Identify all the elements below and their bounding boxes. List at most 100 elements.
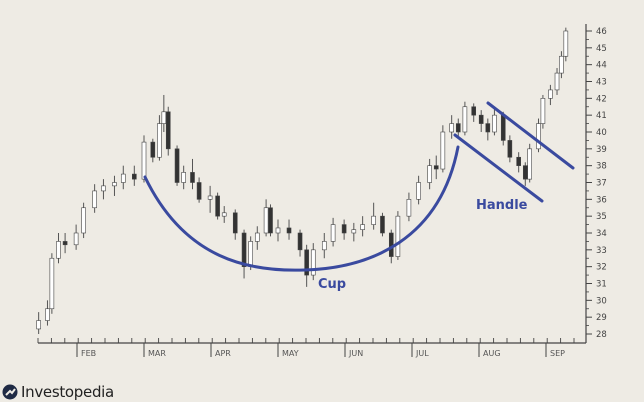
candle-body <box>516 156 521 166</box>
candle-body <box>157 123 162 158</box>
y-tick-label: 37 <box>596 179 607 189</box>
candle-body <box>341 224 347 234</box>
candle-body <box>371 215 376 225</box>
candle-body <box>268 207 273 234</box>
candle-body <box>563 30 569 57</box>
candle-body <box>478 114 484 124</box>
cup-curve <box>143 145 460 272</box>
handle-line-lower <box>453 133 544 203</box>
y-tick-label: 45 <box>596 44 607 54</box>
investopedia-logo: Investopedia <box>2 383 114 401</box>
candle-body <box>485 123 491 133</box>
candle-body <box>45 308 50 321</box>
candle-body <box>507 140 513 158</box>
candle-body <box>254 232 260 242</box>
candle-body <box>304 249 309 276</box>
candle-body <box>427 165 432 183</box>
cup-label: Cup <box>318 277 346 292</box>
candle-body <box>141 141 147 180</box>
candle-body <box>440 131 446 170</box>
candle-body <box>120 173 126 183</box>
candle-body <box>388 232 394 257</box>
candle-body <box>165 111 171 150</box>
candle-body <box>360 224 365 230</box>
candle-body <box>321 241 327 251</box>
candle-body <box>330 224 336 242</box>
candle-body <box>161 111 167 124</box>
candle-body <box>351 229 357 234</box>
logo-text: Investopedia <box>21 383 114 401</box>
x-tick-label: MAR <box>148 349 166 358</box>
candle-body <box>527 148 532 180</box>
candle-body <box>221 212 227 217</box>
candle-body <box>554 72 560 91</box>
candle-body <box>500 114 506 141</box>
candle-body <box>62 241 68 246</box>
candle-body <box>181 172 186 183</box>
candle-body <box>455 123 461 133</box>
y-tick-label: 35 <box>596 212 607 222</box>
x-tick-label: JUL <box>415 349 429 358</box>
x-tick-label: MAY <box>282 349 299 358</box>
investopedia-logo-icon <box>2 384 18 400</box>
y-tick-label: 40 <box>596 128 607 138</box>
candle-body <box>150 141 156 158</box>
y-tick-label: 39 <box>596 145 607 155</box>
x-tick-label: FEB <box>81 349 96 358</box>
y-tick-label: 44 <box>596 61 607 71</box>
y-tick-label: 33 <box>596 246 607 256</box>
candle-body <box>522 165 528 180</box>
y-tick-label: 29 <box>596 313 607 323</box>
candle-body <box>275 227 281 234</box>
x-tick-label: JUN <box>348 349 363 358</box>
candle-body <box>395 215 401 257</box>
candle-body <box>248 241 253 267</box>
y-tick-label: 34 <box>596 229 607 239</box>
candle-body <box>416 182 421 200</box>
y-tick-label: 46 <box>596 27 607 37</box>
candle-body <box>548 89 553 99</box>
candle-body <box>174 148 180 183</box>
handle-line-upper <box>486 101 575 170</box>
candle-body <box>449 123 454 133</box>
candle-body <box>297 232 303 251</box>
candle-body <box>286 227 292 234</box>
candle-body <box>406 199 412 217</box>
candle-body <box>540 98 546 124</box>
candles <box>36 27 569 334</box>
candle-body <box>559 55 564 74</box>
candle-body <box>112 182 117 187</box>
candle-body <box>92 190 97 209</box>
candle-body <box>536 123 541 150</box>
y-tick-label: 36 <box>596 195 607 205</box>
y-tick-label: 31 <box>596 280 607 290</box>
y-tick-label: 43 <box>596 78 607 88</box>
candle-body <box>81 207 86 234</box>
candle-body <box>462 106 468 133</box>
x-tick-label: APR <box>215 349 231 358</box>
candle-body <box>56 241 61 259</box>
candle-body <box>132 173 137 180</box>
candle-body <box>263 207 269 234</box>
candle-body <box>380 215 385 234</box>
candle-body <box>36 320 41 330</box>
candle-body <box>207 195 213 200</box>
candlestick-chart: 28 29 30 31 32 33 34 35 36 37 38 39 40 41 42 43 44 45 46 FE… <box>36 24 607 358</box>
candle-body <box>101 185 106 192</box>
candle-body <box>492 114 497 133</box>
y-tick-label: 32 <box>596 263 607 273</box>
candle-body <box>471 106 477 116</box>
candle-body <box>49 257 55 310</box>
candle-body <box>190 172 195 183</box>
axes: 28 29 30 31 32 33 34 35 36 37 38 39 40 41 42 43 44 45 46 FE… <box>37 24 607 358</box>
candle-body <box>215 195 220 217</box>
candle-body <box>73 232 79 246</box>
candle-body <box>196 182 202 200</box>
candle-body <box>433 165 439 170</box>
candle-body <box>232 212 238 234</box>
y-tick-label: 41 <box>596 111 607 121</box>
y-tick-label: 42 <box>596 94 607 104</box>
candle-body <box>310 249 316 276</box>
y-tick-label: 30 <box>596 296 607 306</box>
x-tick-label: AUG <box>483 349 501 358</box>
